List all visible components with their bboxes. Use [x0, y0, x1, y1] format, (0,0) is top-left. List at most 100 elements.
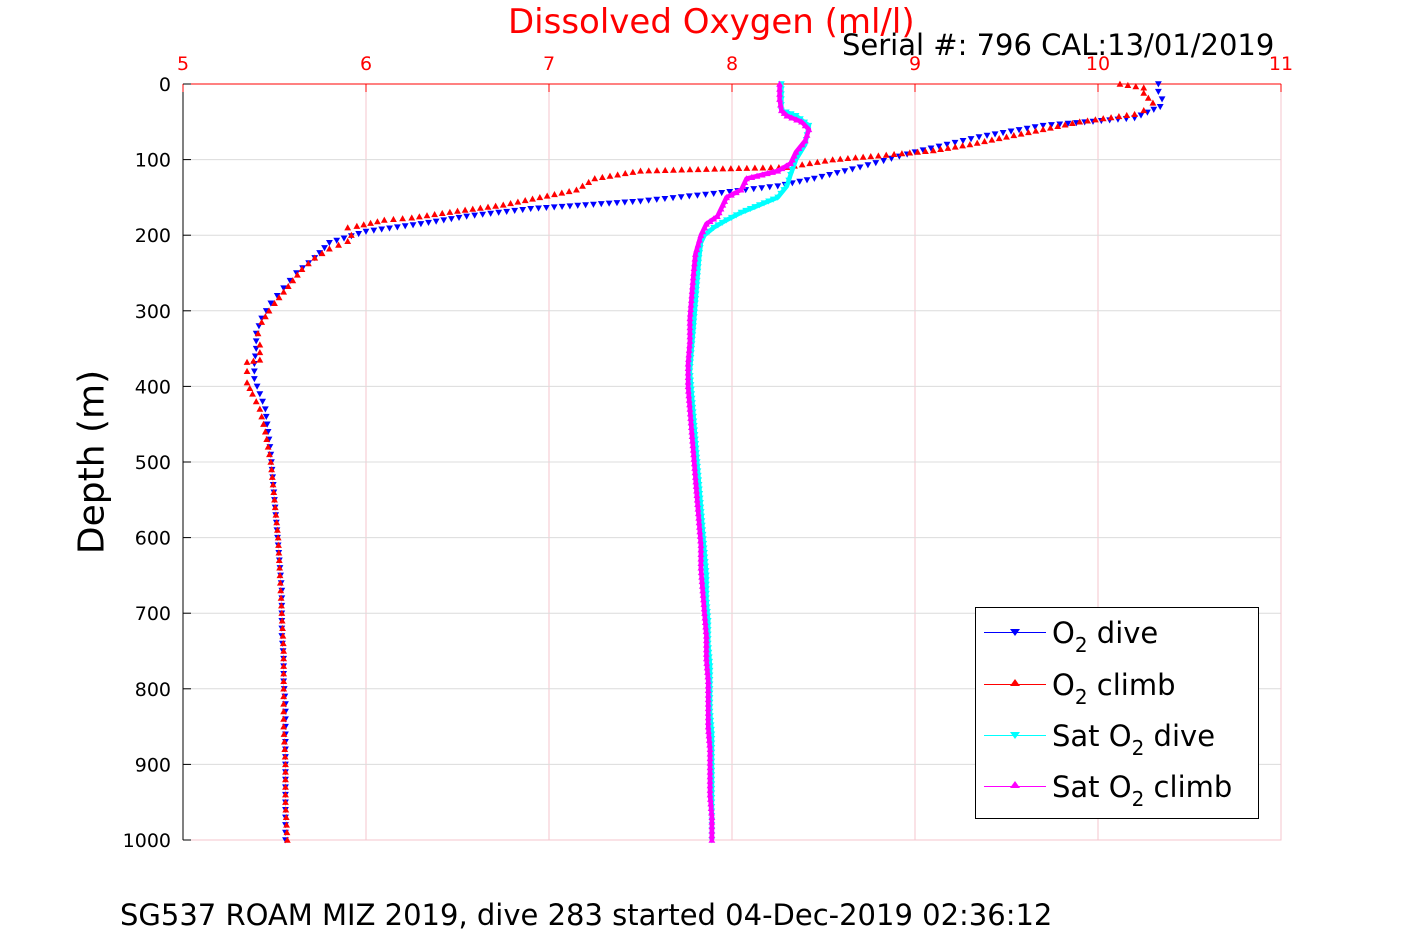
data-point [849, 166, 856, 173]
data-point [707, 800, 715, 807]
data-point [438, 209, 446, 216]
data-point [715, 209, 723, 216]
data-point [694, 505, 702, 512]
legend-marker-o2-dive [1010, 629, 1020, 636]
data-point [487, 210, 495, 217]
data-point [258, 413, 266, 420]
data-point [274, 526, 281, 533]
data-point [685, 392, 693, 399]
data-point [280, 708, 288, 715]
data-point [304, 260, 312, 267]
data-point [254, 330, 262, 337]
data-point [859, 153, 867, 160]
data-point [243, 358, 251, 365]
data-point [280, 685, 288, 692]
data-point [399, 215, 406, 222]
data-point [280, 670, 288, 677]
data-point [276, 579, 284, 586]
data-point [864, 162, 872, 169]
data-point [686, 314, 694, 322]
data-point [694, 192, 701, 199]
data-point [637, 167, 644, 174]
data-point [710, 190, 718, 198]
data-point [935, 143, 943, 150]
data-point [732, 212, 740, 219]
data-point [706, 750, 714, 757]
data-point [1107, 114, 1115, 121]
data-point [702, 563, 710, 570]
data-point [756, 202, 763, 209]
data-point [704, 686, 712, 694]
data-point [699, 591, 707, 598]
data-point [914, 148, 922, 155]
data-point [378, 226, 386, 233]
data-point [1017, 130, 1025, 137]
data-point [798, 161, 806, 168]
data-point [687, 423, 695, 430]
data-point [727, 165, 735, 172]
x-axis-ticks: 5 6 7 8 9 10 11 [177, 53, 1293, 92]
data-point [702, 191, 709, 198]
data-point [448, 216, 455, 223]
data-point [551, 190, 558, 198]
data-point [790, 152, 798, 159]
data-point [353, 222, 361, 229]
data-point [702, 568, 710, 575]
data-point [975, 134, 983, 141]
data-point [787, 111, 795, 118]
data-point [793, 116, 801, 123]
data-point [606, 172, 614, 179]
data-point [550, 204, 558, 211]
data-point [684, 364, 692, 371]
data-point [401, 223, 409, 230]
data-point [708, 832, 716, 839]
legend-marker-o2-climb [1010, 679, 1020, 686]
data-point [1150, 106, 1158, 113]
data-point [653, 167, 661, 174]
data-point [983, 132, 991, 139]
data-point [318, 249, 326, 257]
data-point [810, 175, 818, 182]
data-point [503, 208, 511, 215]
data-point [763, 170, 771, 177]
data-point [685, 346, 693, 353]
data-point [814, 158, 821, 165]
data-point [267, 300, 275, 307]
data-point [1140, 89, 1148, 96]
data-point [280, 655, 288, 662]
data-point [1084, 117, 1091, 124]
data-point [321, 245, 328, 252]
data-point [937, 145, 945, 153]
data-point [507, 200, 514, 207]
data-point [697, 559, 705, 567]
data-point [263, 421, 271, 428]
data-point [697, 568, 705, 576]
data-point [268, 473, 276, 480]
data-point [787, 159, 794, 167]
data-point [774, 183, 782, 190]
data-point [742, 207, 750, 215]
data-point [260, 420, 267, 427]
data-point [670, 166, 677, 173]
data-point [1140, 84, 1148, 91]
data-point [689, 446, 697, 453]
data-point [249, 390, 256, 397]
data-point [702, 646, 710, 653]
data-point [579, 182, 586, 189]
data-point [280, 288, 288, 295]
data-point [243, 379, 251, 386]
data-point [697, 231, 705, 238]
data-point [706, 217, 714, 225]
data-point [690, 460, 698, 467]
data-point [687, 301, 695, 308]
data-point [943, 141, 951, 148]
data-point [780, 187, 788, 194]
data-point [1137, 112, 1145, 119]
data-point [705, 736, 713, 743]
data-point [266, 451, 273, 458]
data-point [702, 641, 710, 648]
data-point [281, 753, 289, 760]
data-point [702, 655, 710, 662]
data-point [1116, 80, 1124, 87]
data-point [1064, 120, 1072, 127]
